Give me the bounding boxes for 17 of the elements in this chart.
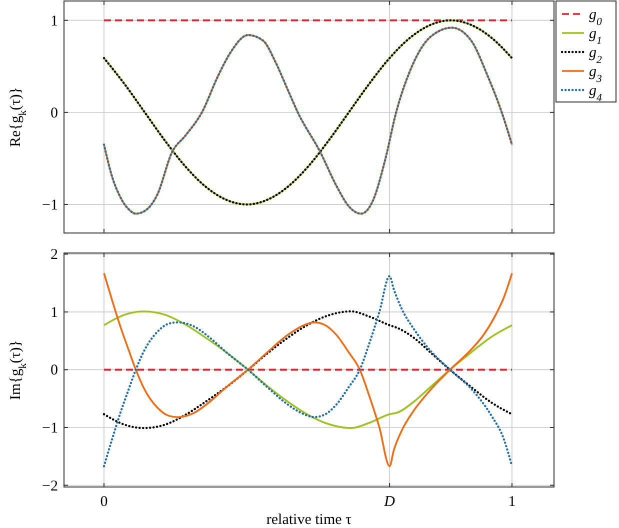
x-tick-label: 1 — [508, 494, 516, 510]
legend-label: g$_{3}$ — [589, 64, 602, 85]
legend-label: g$_{4}$ — [589, 83, 602, 104]
y-tick-label: −1 — [42, 197, 58, 214]
y-tick-label: −2 — [42, 478, 58, 494]
y-tick-label: 1 — [50, 304, 58, 321]
y-tick-label: 2 — [50, 247, 58, 264]
legend-label: g$_{1}$ — [589, 26, 602, 47]
x-axis-title: relative time τ — [266, 512, 352, 528]
x-tick-label: 0 — [100, 494, 108, 510]
y-tick-label: 0 — [50, 105, 58, 122]
legend-label: g$_{2}$ — [589, 45, 602, 66]
legend-label: g$_{0}$ — [589, 7, 602, 28]
y-tick-label: 0 — [50, 362, 58, 379]
y-tick-label: 1 — [50, 13, 58, 30]
y-tick-label: −1 — [42, 420, 58, 436]
x-tick-label: D — [383, 494, 396, 510]
